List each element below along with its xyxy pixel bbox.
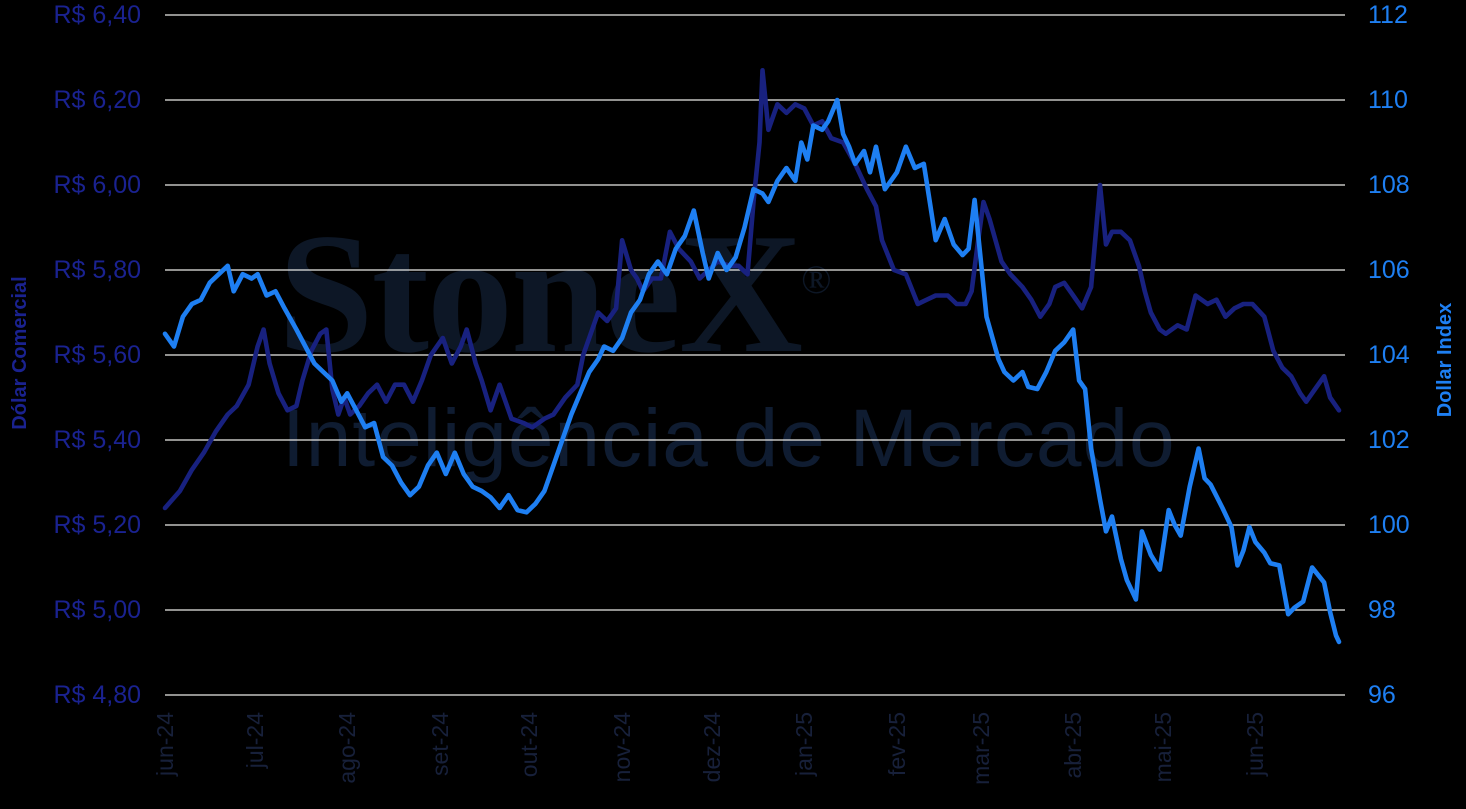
right-axis-tick: 102 — [1368, 426, 1410, 454]
left-axis-tick: R$ 6,00 — [53, 171, 141, 199]
right-axis-tick: 98 — [1368, 596, 1396, 624]
left-axis-tick: R$ 5,40 — [53, 426, 141, 454]
right-axis-tick: 96 — [1368, 681, 1396, 709]
registered-trademark-icon: ® — [801, 257, 832, 302]
left-axis-tick: R$ 5,80 — [53, 256, 141, 284]
x-axis-tick: abr-25 — [1060, 712, 1087, 779]
right-axis-tick: 108 — [1368, 171, 1410, 199]
x-axis-tick: dez-24 — [698, 712, 725, 783]
series-line-blue — [162, 97, 1342, 645]
x-axis-tick: jan-25 — [791, 712, 818, 776]
x-axis-tick: mai-25 — [1149, 712, 1176, 783]
x-axis-tick: nov-24 — [609, 712, 636, 783]
stonex-watermark: StoneX® — [278, 196, 832, 393]
left-axis-title: Dólar Comercial — [9, 276, 31, 430]
stonex-logo-text: StoneX — [278, 199, 803, 389]
right-axis-tick: 110 — [1368, 86, 1408, 114]
x-axis-tick: fev-25 — [883, 712, 910, 776]
left-axis-tick: R$ 5,00 — [53, 596, 141, 624]
left-axis-tick: R$ 5,60 — [53, 341, 141, 369]
right-axis-tick: 112 — [1368, 1, 1408, 29]
left-axis-tick: R$ 4,80 — [53, 681, 141, 709]
right-axis-tick: 106 — [1368, 256, 1410, 284]
x-axis-tick: out-24 — [516, 712, 543, 778]
right-axis-title: Dollar Index — [1434, 302, 1456, 418]
left-axis-tick: R$ 6,40 — [53, 1, 141, 29]
left-axis-tick: R$ 6,20 — [53, 86, 141, 114]
x-axis-tick: ago-24 — [334, 712, 361, 784]
watermark-subtitle: Inteligência de Mercado — [282, 393, 1176, 484]
x-axis-tick: mar-25 — [967, 712, 994, 785]
x-axis-tick: jun-25 — [1242, 712, 1269, 776]
right-axis-tick: 104 — [1368, 341, 1410, 369]
left-axis-tick: R$ 5,20 — [53, 511, 141, 539]
x-axis-tick: jun-24 — [152, 712, 178, 776]
x-axis-tick: set-24 — [426, 712, 453, 776]
series-line-navy — [162, 68, 1342, 511]
x-axis-tick: jul-24 — [241, 712, 268, 769]
right-axis-tick: 100 — [1368, 511, 1410, 539]
